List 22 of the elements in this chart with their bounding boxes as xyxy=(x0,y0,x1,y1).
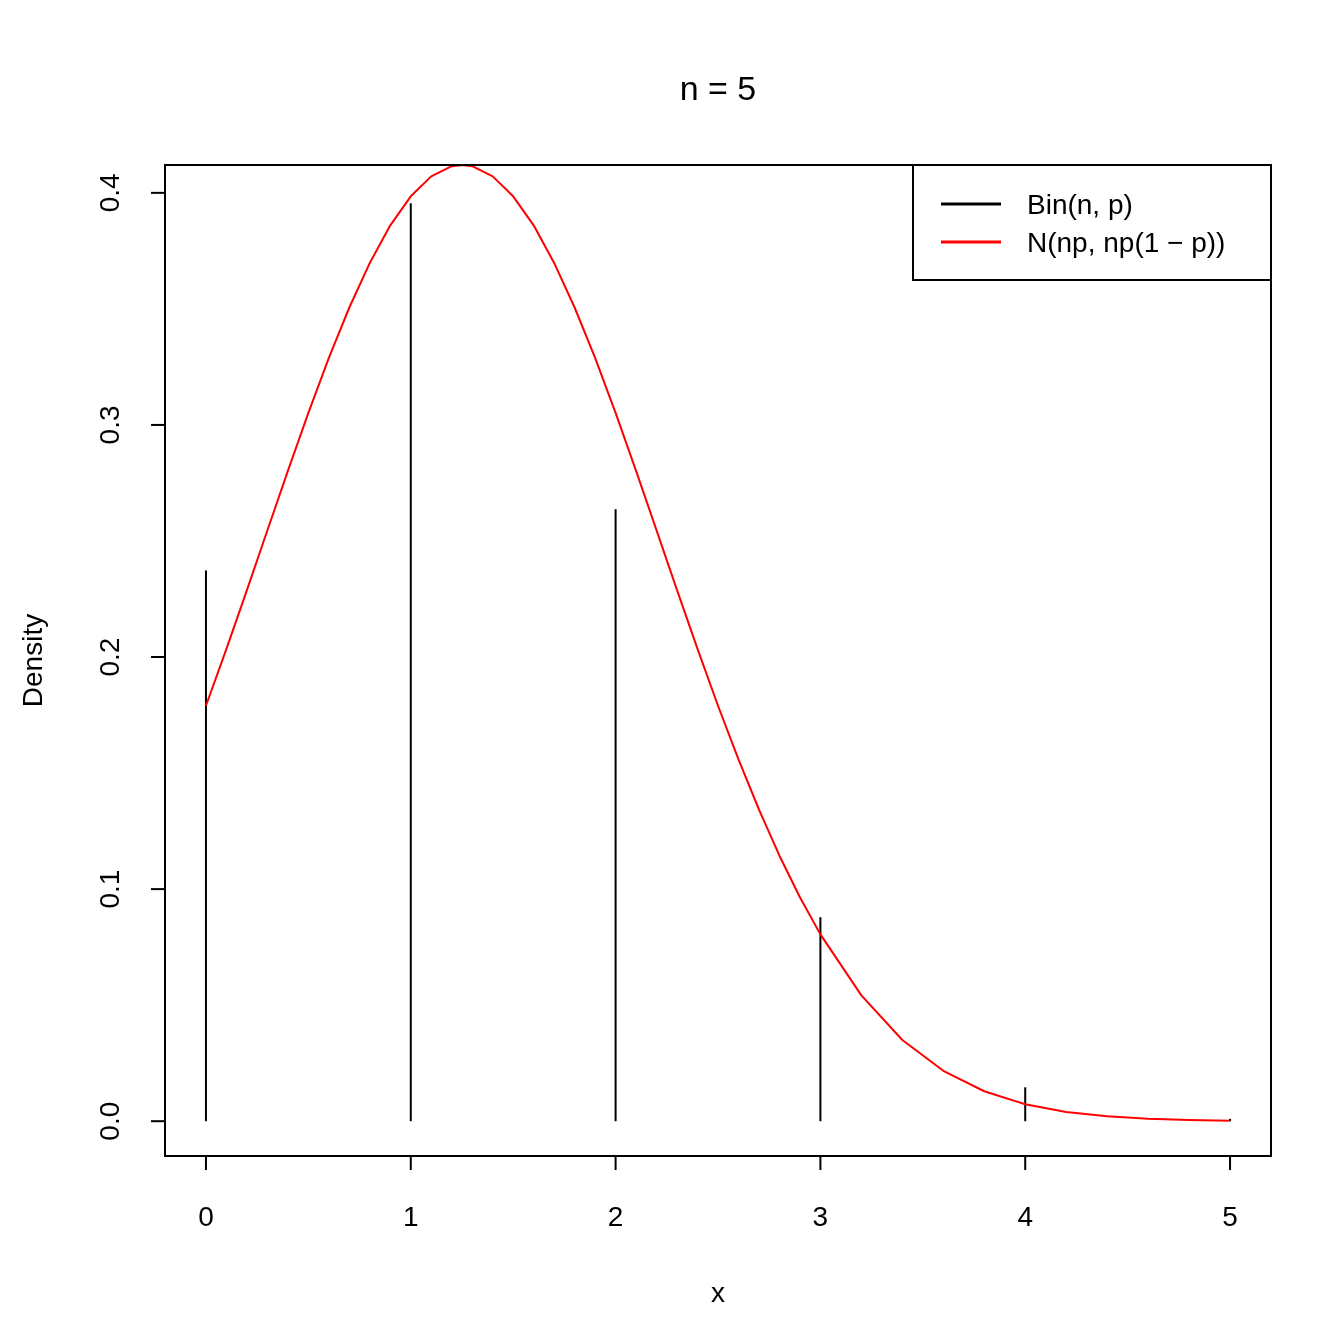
bar xyxy=(1024,1087,1027,1122)
x-tick-label: 4 xyxy=(1017,1201,1034,1232)
bar xyxy=(614,509,617,1122)
bar xyxy=(819,917,822,1122)
bar xyxy=(409,203,412,1122)
legend-label: Bin(n, p) xyxy=(1027,189,1133,220)
x-tick-label: 2 xyxy=(607,1201,624,1232)
y-tick-label: 0.4 xyxy=(94,173,125,213)
legend-label: N(np, np(1 − p)) xyxy=(1027,227,1226,258)
x-tick-label: 3 xyxy=(812,1201,829,1232)
line-series xyxy=(204,164,1232,1122)
x-tick-label: 1 xyxy=(402,1201,419,1232)
y-tick-label: 0.3 xyxy=(94,405,125,445)
y-tick-label: 0.0 xyxy=(94,1101,125,1141)
y-tick-label: 0.1 xyxy=(94,869,125,909)
y-tick-label: 0.2 xyxy=(94,637,125,677)
chart-title: n = 5 xyxy=(679,69,757,107)
x-axis-title: x xyxy=(711,1277,725,1308)
x-tick-label: 0 xyxy=(198,1201,214,1232)
bar xyxy=(204,570,207,1122)
y-axis-title: Density xyxy=(17,613,48,708)
x-tick-label: 5 xyxy=(1222,1201,1238,1232)
